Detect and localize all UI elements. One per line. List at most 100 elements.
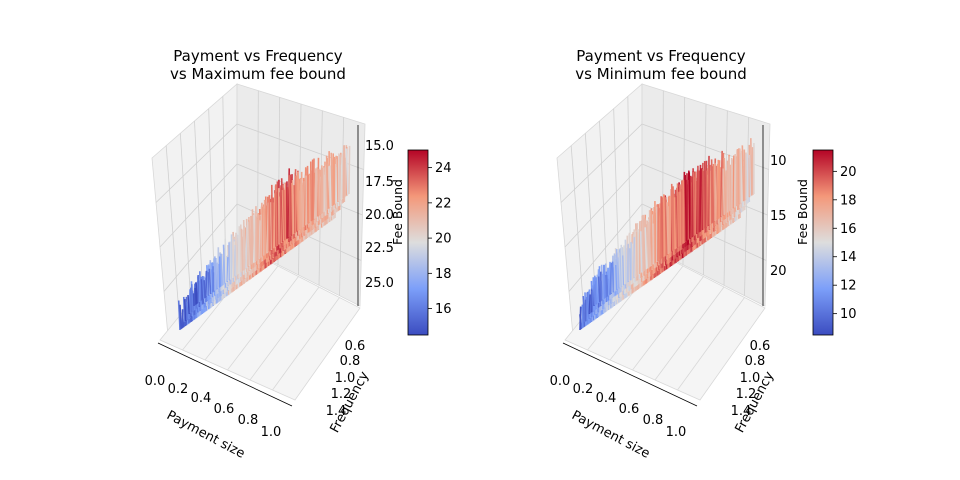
surface-strip bbox=[291, 179, 295, 235]
gridline bbox=[632, 276, 704, 371]
surface-strip bbox=[179, 304, 182, 330]
surface bbox=[177, 145, 351, 331]
gridline bbox=[155, 123, 238, 203]
x-tick-label: 0.0 bbox=[145, 374, 166, 389]
x-axis-line bbox=[562, 342, 698, 407]
colorbar-tick-label: 18 bbox=[840, 193, 857, 208]
surface-strip bbox=[684, 175, 688, 242]
surface-strip bbox=[277, 188, 281, 245]
surface-strip bbox=[190, 287, 193, 313]
x-axis-line bbox=[157, 342, 293, 407]
surface-strip bbox=[279, 186, 282, 244]
surface-strip bbox=[642, 214, 646, 271]
surface-strip bbox=[591, 290, 594, 312]
x-tick-label: 0.2 bbox=[168, 382, 189, 397]
surface-strip bbox=[317, 168, 320, 216]
surface-strip bbox=[676, 183, 680, 247]
surface-strip bbox=[297, 171, 300, 231]
surface-strip bbox=[328, 166, 331, 208]
surface-strip bbox=[630, 242, 633, 280]
surface-strip bbox=[663, 194, 666, 257]
gridline bbox=[609, 265, 684, 361]
surface-strip bbox=[658, 203, 661, 261]
y-tick-label: 0.6 bbox=[345, 339, 366, 354]
chart-title-line: vs Minimum fee bound bbox=[575, 65, 746, 83]
surface-strip bbox=[321, 165, 324, 214]
z-tick-label: 20.0 bbox=[365, 208, 394, 223]
surface-strip bbox=[635, 231, 639, 276]
z-tick-label: 10 bbox=[770, 154, 787, 169]
y-tick-label: 1.0 bbox=[740, 371, 761, 386]
colorbar-label: Fee Bound bbox=[390, 179, 405, 245]
y-tick-label: 1.2 bbox=[331, 387, 352, 402]
surface-strip bbox=[609, 262, 613, 295]
surface-strip bbox=[619, 248, 623, 287]
gridline bbox=[568, 203, 643, 292]
x-tick-label: 0.2 bbox=[573, 382, 594, 397]
colorbar-tick-label: 22 bbox=[435, 196, 452, 211]
surface-strip bbox=[702, 171, 706, 229]
surface-strip bbox=[305, 175, 308, 225]
x-tick-label: 0.6 bbox=[619, 402, 640, 417]
surface-strip bbox=[650, 209, 654, 266]
surface-strip bbox=[659, 196, 662, 260]
surface-strip bbox=[715, 163, 719, 221]
surface-strip bbox=[673, 197, 676, 250]
surface-strip bbox=[329, 165, 333, 207]
surface-strip bbox=[624, 239, 627, 284]
surface-strip bbox=[637, 229, 640, 275]
surface-strip bbox=[717, 159, 721, 219]
surface-strip bbox=[343, 145, 346, 198]
colorbar bbox=[407, 149, 429, 336]
surface-strip bbox=[722, 168, 726, 215]
surface-strip bbox=[288, 175, 292, 237]
surface-strip bbox=[725, 162, 729, 214]
surface-strip bbox=[746, 153, 750, 199]
surface-strip bbox=[235, 232, 238, 275]
x-tick-label: 1.0 bbox=[261, 425, 282, 440]
surface-strip bbox=[224, 238, 227, 283]
surface-strip bbox=[182, 296, 186, 323]
surface-strip bbox=[187, 295, 191, 315]
surface-strip bbox=[611, 261, 615, 293]
surface-strip bbox=[242, 219, 246, 270]
surface-strip bbox=[641, 215, 644, 272]
y-tick-label: 0.6 bbox=[750, 339, 771, 354]
gridline bbox=[560, 123, 643, 203]
surface-strip bbox=[600, 280, 603, 301]
surface-strip bbox=[667, 206, 671, 254]
surface-strip bbox=[707, 164, 711, 226]
surface-strip bbox=[281, 190, 285, 242]
surface-strip bbox=[647, 222, 650, 268]
gridline bbox=[163, 203, 238, 292]
surface-strip bbox=[218, 256, 222, 287]
surface-strip bbox=[586, 291, 591, 319]
surface-strip bbox=[345, 148, 349, 195]
surface-strip bbox=[664, 197, 668, 255]
surface-strip bbox=[300, 179, 304, 228]
x-tick-label: 0.4 bbox=[191, 391, 212, 406]
surface-strip bbox=[291, 182, 294, 235]
gridline bbox=[677, 297, 745, 391]
surface-strip bbox=[226, 257, 229, 283]
surface-strip bbox=[733, 154, 736, 208]
x-axis-label: Payment size bbox=[164, 408, 247, 462]
surface-strip bbox=[682, 179, 686, 243]
surface-strip bbox=[302, 181, 306, 227]
x-axis-label: Payment size bbox=[569, 408, 652, 462]
surface-strip bbox=[620, 244, 624, 287]
colorbar-tick-label: 20 bbox=[435, 232, 452, 247]
chart-title-line: Payment vs Frequency bbox=[173, 47, 343, 65]
surface-strip bbox=[246, 220, 249, 268]
surface-strip bbox=[703, 161, 707, 228]
colorbar-tick-label: 16 bbox=[840, 222, 857, 237]
gridline bbox=[249, 286, 320, 381]
surface-strip bbox=[644, 227, 648, 270]
surface-strip bbox=[623, 245, 626, 285]
chart-title-line: Payment vs Frequency bbox=[576, 47, 746, 65]
surface-strip bbox=[666, 202, 670, 255]
surface-strip bbox=[741, 145, 745, 202]
gridline bbox=[272, 297, 340, 391]
